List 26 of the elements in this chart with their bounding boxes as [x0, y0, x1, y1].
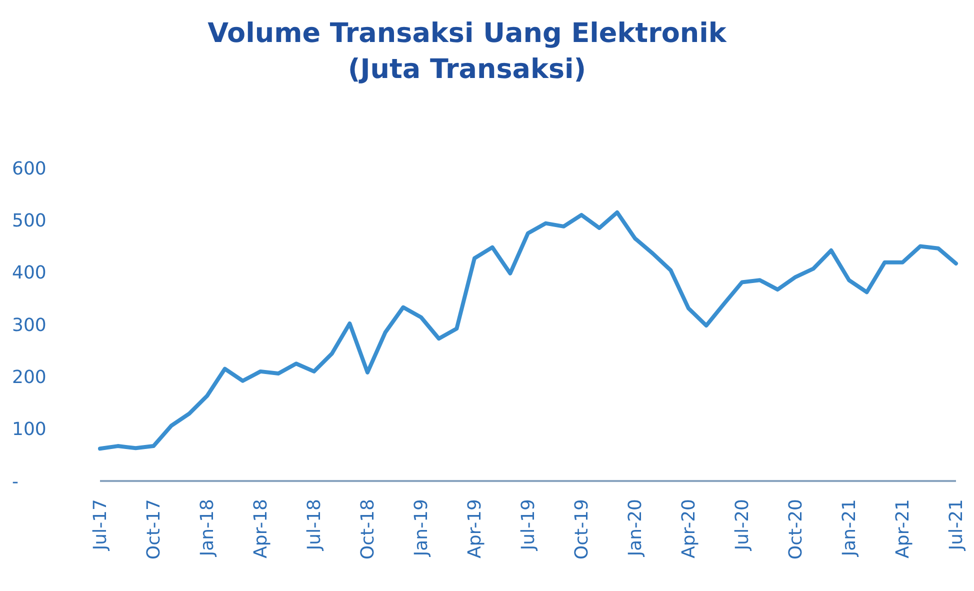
x-tick-label: Oct-20	[786, 499, 806, 560]
y-tick-label: 300	[12, 314, 46, 336]
x-tick-label: Apr-20	[678, 499, 700, 558]
x-tick-label: Apr-21	[892, 499, 914, 558]
y-tick-label: 500	[12, 210, 46, 232]
x-tick-label: Jan-18	[197, 499, 218, 558]
x-tick-label: Oct-18	[358, 499, 378, 560]
y-tick-label: 200	[12, 366, 46, 388]
x-tick-label: Apr-18	[250, 499, 272, 558]
y-tick-label: 400	[12, 262, 46, 284]
y-tick-label: 100	[12, 419, 46, 440]
y-tick-label: -	[12, 471, 18, 492]
x-tick-label: Oct-19	[572, 499, 592, 560]
chart-title: Volume Transaksi Uang Elektronik (Juta Transaksi)	[208, 18, 728, 85]
x-tick-label: Jul-19	[518, 499, 539, 552]
x-tick-label: Jul-20	[732, 499, 753, 552]
x-tick-label: Jan-21	[839, 499, 860, 558]
x-tick-label: Jul-18	[304, 499, 325, 552]
x-tick-label: Jul-17	[90, 499, 111, 552]
x-tick-label: Jan-19	[411, 499, 432, 558]
x-tick-label: Jul-21	[946, 499, 967, 552]
line-series	[98, 210, 958, 451]
x-tick-label: Oct-17	[144, 499, 164, 560]
y-tick-label: 600	[12, 158, 46, 180]
x-tick-label: Jan-20	[625, 499, 646, 558]
x-tick-label: Apr-19	[464, 499, 486, 558]
